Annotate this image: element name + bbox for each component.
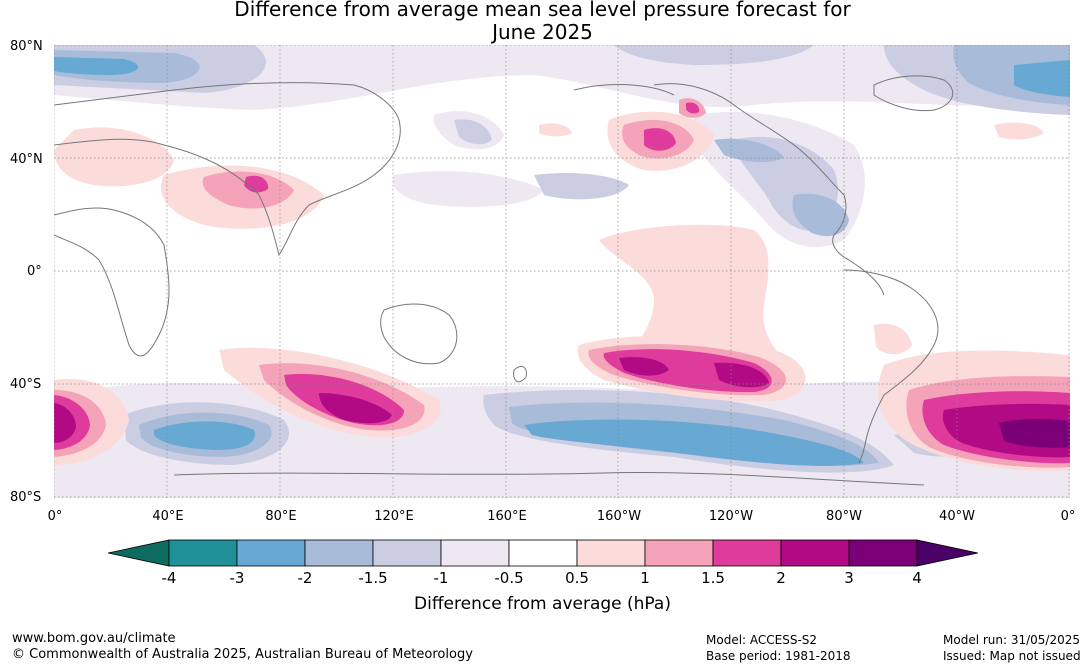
colorbar-cell xyxy=(848,539,918,567)
colorbar-cell xyxy=(372,539,442,567)
model-name: Model: ACCESS-S2 xyxy=(706,633,818,647)
lat-label-40s: 40°S xyxy=(10,377,42,392)
lon-label-120w: 120°W xyxy=(708,509,754,524)
colorbar-cell xyxy=(236,539,306,567)
lon-label-40e: 40°E xyxy=(152,509,184,524)
colorbar-cell xyxy=(576,539,646,567)
colorbar xyxy=(108,539,978,567)
lat-label-40n: 40°N xyxy=(10,152,43,167)
colorbar-cell xyxy=(440,539,510,567)
colorbar-tick: -3 xyxy=(229,569,245,587)
map-title-line1: Difference from average mean sea level p… xyxy=(234,0,851,21)
colorbar-cell xyxy=(168,539,238,567)
copyright-text: © Commonwealth of Australia 2025, Austra… xyxy=(12,647,473,662)
lon-label-120e: 120°E xyxy=(374,509,414,524)
colorbar-tick: -0.5 xyxy=(494,569,524,587)
colorbar-label: Difference from average (hPa) xyxy=(414,594,671,614)
issued-status: Issued: Map not issued xyxy=(943,649,1081,663)
colorbar-cell xyxy=(712,539,782,567)
colorbar-extend-low xyxy=(108,539,170,567)
colorbar-tick: -4 xyxy=(161,569,177,587)
colorbar-extend-high xyxy=(916,539,978,567)
graticule xyxy=(54,45,1070,498)
colorbar-tick: 4 xyxy=(912,569,922,587)
colorbar-tick: -1 xyxy=(433,569,449,587)
colorbar-tick: 3 xyxy=(844,569,854,587)
colorbar-tick: 0.5 xyxy=(565,569,589,587)
lon-label-0-right: 0° xyxy=(1060,509,1076,524)
lon-label-160w: 160°W xyxy=(596,509,642,524)
colorbar-tick: 1 xyxy=(640,569,650,587)
colorbar-cell xyxy=(780,539,850,567)
lon-label-160e: 160°E xyxy=(487,509,527,524)
website-url: www.bom.gov.au/climate xyxy=(12,631,176,646)
model-run-date: Model run: 31/05/2025 xyxy=(943,633,1081,647)
colorbar-tick: -2 xyxy=(297,569,313,587)
lon-label-80e: 80°E xyxy=(265,509,297,524)
pressure-anomaly-map xyxy=(54,45,1070,498)
map-title-line2: June 2025 xyxy=(492,20,593,44)
lon-label-40w: 40°W xyxy=(939,509,975,524)
colorbar-cell xyxy=(508,539,578,567)
base-period: Base period: 1981-2018 xyxy=(706,649,851,663)
lat-label-80s: 80°S xyxy=(10,490,42,505)
colorbar-tick: -1.5 xyxy=(358,569,388,587)
lon-label-0-left: 0° xyxy=(47,509,63,524)
colorbar-cell xyxy=(304,539,374,567)
lat-label-80n: 80°N xyxy=(10,39,43,54)
lon-label-80w: 80°W xyxy=(826,509,862,524)
colorbar-tick: 2 xyxy=(776,569,786,587)
lat-label-0: 0° xyxy=(27,264,42,279)
colorbar-cell xyxy=(644,539,714,567)
coastlines xyxy=(54,75,954,486)
colorbar-tick: 1.5 xyxy=(701,569,725,587)
